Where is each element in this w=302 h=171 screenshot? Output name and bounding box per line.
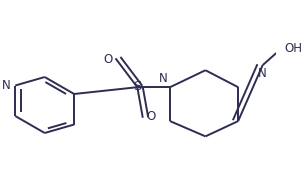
Text: O: O: [103, 53, 112, 66]
Text: N: N: [2, 79, 10, 92]
Text: S: S: [133, 80, 142, 93]
Text: N: N: [258, 67, 267, 80]
Text: OH: OH: [284, 42, 302, 55]
Text: O: O: [146, 110, 155, 123]
Text: N: N: [159, 73, 167, 86]
